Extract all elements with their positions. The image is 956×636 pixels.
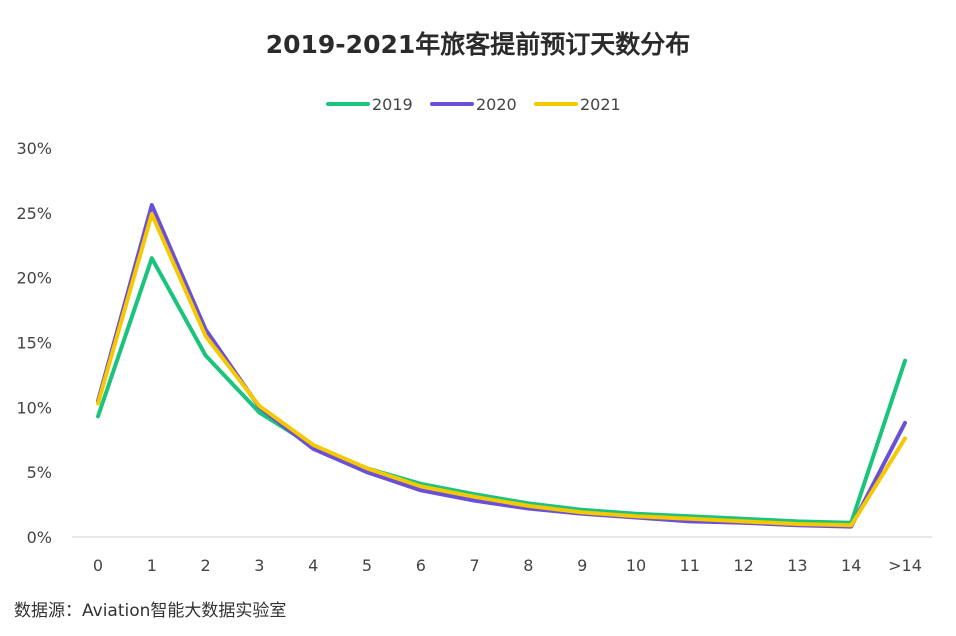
legend-label-2019: 2019 [372,95,413,114]
chart-legend: 2019 2020 2021 [326,95,621,114]
x-axis: 0 1 2 3 4 5 6 7 8 9 10 11 12 13 14 >14 [72,536,932,575]
x-tick-label: 14 [841,556,861,575]
chart-title: 2019-2021年旅客提前预订天数分布 [266,30,691,59]
x-tick-label: 2 [201,556,211,575]
y-tick-label: 15% [16,334,52,353]
x-tick-label: 7 [470,556,480,575]
x-tick-label: 1 [147,556,157,575]
x-tick-label: 11 [680,556,700,575]
series-line-2019 [96,256,907,525]
x-tick-label: 9 [577,556,587,575]
x-tick-label: 3 [254,556,264,575]
x-tick-label: 8 [523,556,533,575]
y-tick-label: 10% [16,398,52,417]
legend-label-2021: 2021 [580,95,621,114]
x-tick-label: 13 [787,556,807,575]
y-tick-label: 30% [16,139,52,158]
x-tick-label: 12 [733,556,753,575]
y-tick-label: 5% [27,463,52,482]
x-tick-label: 6 [416,556,426,575]
x-tick-label: 0 [93,556,103,575]
plot-lines [96,203,907,529]
legend-label-2020: 2020 [476,95,517,114]
x-tick-label: 10 [626,556,646,575]
series-line-2020 [96,203,907,529]
series-line-2021 [96,212,907,528]
source-note: 数据源：Aviation智能大数据实验室 [14,601,286,621]
x-tick-label: 4 [308,556,318,575]
y-tick-label: 0% [27,528,52,547]
x-tick-label: 5 [362,556,372,575]
y-tick-label: 25% [16,204,52,223]
x-tick-label: >14 [888,556,922,575]
y-tick-label: 20% [16,269,52,288]
y-axis: 0% 5% 10% 15% 20% 25% 30% [16,139,52,547]
